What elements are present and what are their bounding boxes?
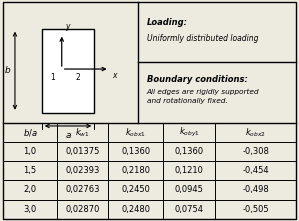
Text: 0,2180: 0,2180 (121, 166, 150, 175)
Text: -0,454: -0,454 (242, 166, 269, 175)
Text: 0,02393: 0,02393 (66, 166, 100, 175)
Text: -0,308: -0,308 (242, 147, 269, 156)
Text: Boundary conditions:: Boundary conditions: (147, 74, 247, 84)
Text: 0,1210: 0,1210 (175, 166, 204, 175)
Text: $k_{obx1}$: $k_{obx1}$ (125, 126, 146, 139)
Text: Loading:: Loading: (147, 18, 187, 27)
Text: $k_{w1}$: $k_{w1}$ (75, 126, 90, 139)
Text: 0,1360: 0,1360 (121, 147, 150, 156)
Text: x: x (113, 71, 117, 80)
Text: 0,0945: 0,0945 (175, 185, 204, 194)
Text: y: y (65, 23, 69, 31)
Text: 0,2450: 0,2450 (121, 185, 150, 194)
Text: 0,01375: 0,01375 (66, 147, 100, 156)
Text: 0,1360: 0,1360 (175, 147, 204, 156)
Text: 3,0: 3,0 (23, 205, 37, 214)
Text: 1,0: 1,0 (24, 147, 37, 156)
Text: $k_{oby1}$: $k_{oby1}$ (179, 126, 199, 139)
Text: $k_{obx2}$: $k_{obx2}$ (245, 126, 266, 139)
Text: All edges are rigidly supported
and rotationally fixed.: All edges are rigidly supported and rota… (147, 89, 259, 104)
Bar (42, 29, 94, 113)
Text: a: a (65, 131, 71, 141)
Text: Uniformly distributed loading: Uniformly distributed loading (147, 34, 258, 43)
Text: $b/a$: $b/a$ (23, 127, 37, 138)
Text: 2: 2 (76, 73, 80, 82)
Text: 1,5: 1,5 (24, 166, 37, 175)
Text: 0,2480: 0,2480 (121, 205, 150, 214)
Text: 0,02763: 0,02763 (65, 185, 100, 194)
Text: 0,02870: 0,02870 (66, 205, 100, 214)
Text: b: b (4, 66, 10, 75)
Text: -0,498: -0,498 (242, 185, 269, 194)
Text: 2,0: 2,0 (24, 185, 37, 194)
Text: 1: 1 (51, 73, 55, 82)
Text: 0,0754: 0,0754 (175, 205, 204, 214)
Text: -0,505: -0,505 (242, 205, 269, 214)
